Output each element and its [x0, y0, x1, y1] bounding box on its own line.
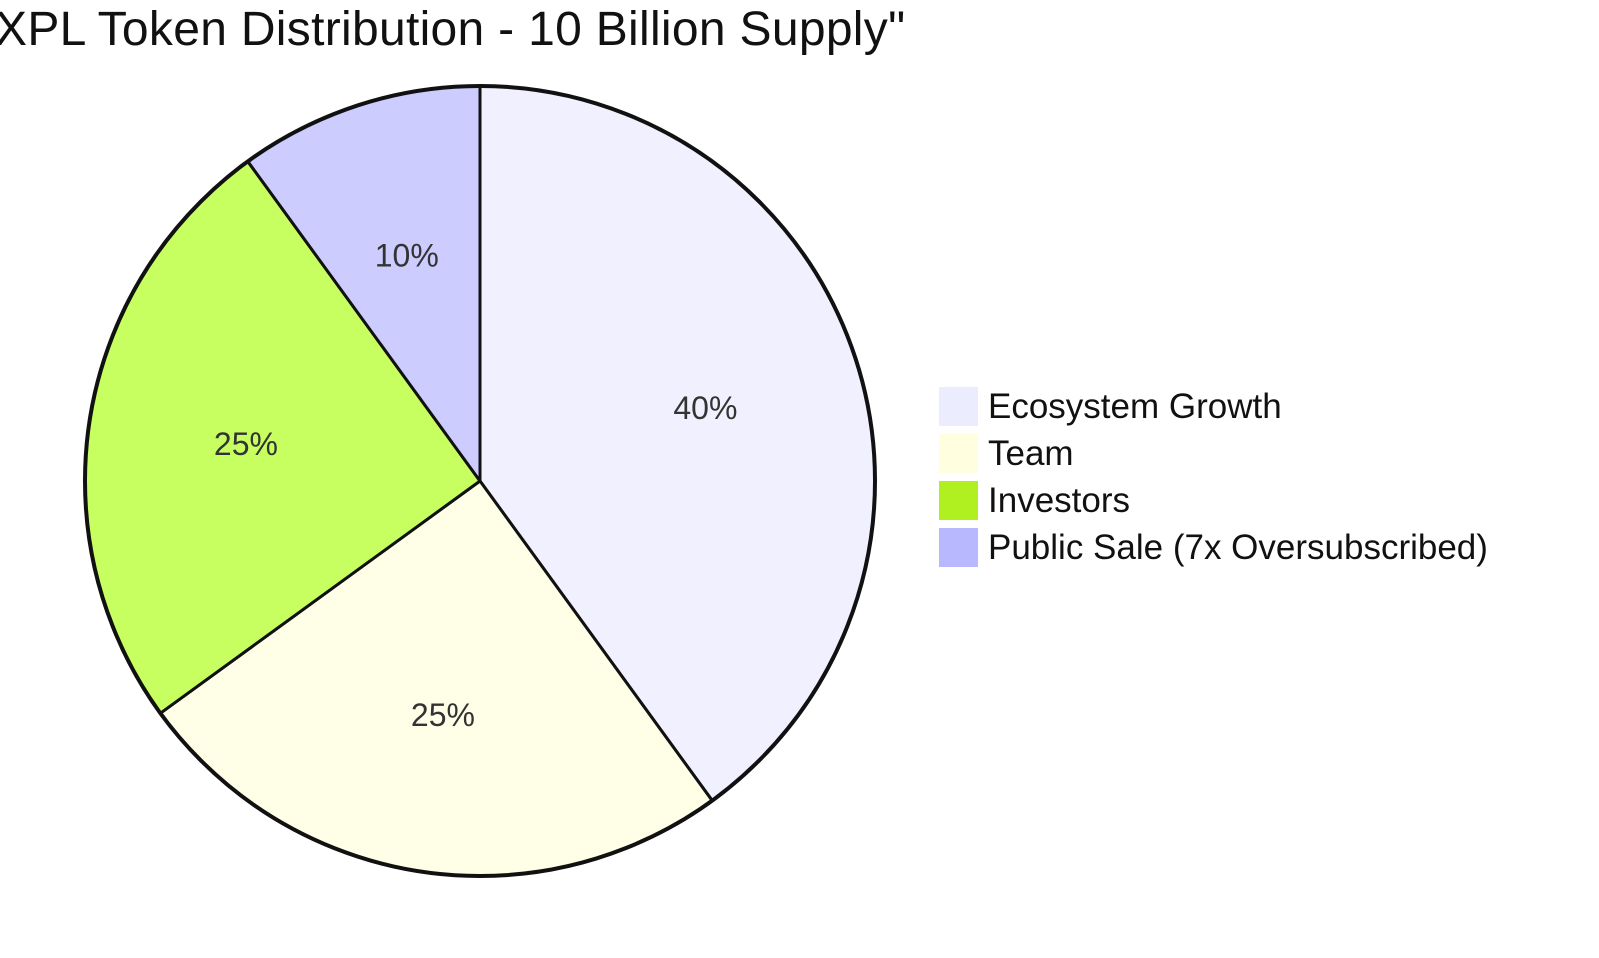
pie-outline	[83, 84, 877, 878]
pie-chart: 40% 25% 25% 10%	[83, 84, 877, 878]
legend-swatch	[939, 434, 978, 473]
legend-label: Team	[988, 433, 1074, 473]
legend: Ecosystem Growth Team Investors Public S…	[939, 383, 1488, 571]
legend-item-public-sale: Public Sale (7x Oversubscribed)	[939, 524, 1488, 571]
legend-label: Investors	[988, 480, 1130, 520]
slice-label-investors: 25%	[214, 426, 278, 462]
legend-item-team: Team	[939, 430, 1488, 477]
chart-title: XPL Token Distribution - 10 Billion Supp…	[0, 3, 906, 56]
pie-slice-labels: 40% 25% 25% 10%	[214, 238, 738, 733]
slice-label-ecosystem-growth: 40%	[673, 390, 737, 426]
legend-item-ecosystem-growth: Ecosystem Growth	[939, 383, 1488, 430]
legend-label: Public Sale (7x Oversubscribed)	[988, 527, 1488, 567]
pie-slices	[83, 84, 877, 878]
legend-swatch	[939, 528, 978, 567]
slice-label-public-sale-7x-oversubscribed: 10%	[375, 238, 439, 274]
legend-swatch	[939, 387, 978, 426]
slice-label-team: 25%	[411, 697, 475, 733]
legend-label: Ecosystem Growth	[988, 386, 1282, 426]
legend-item-investors: Investors	[939, 477, 1488, 524]
legend-swatch	[939, 481, 978, 520]
